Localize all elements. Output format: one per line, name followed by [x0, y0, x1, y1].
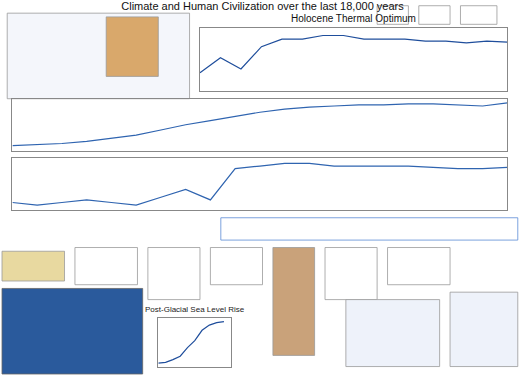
svg-text:Post-Glacial Sea Level Rise: Post-Glacial Sea Level Rise — [145, 305, 245, 314]
svg-text:Holocene Thermal Optimum: Holocene Thermal Optimum — [291, 13, 416, 24]
svg-text:Climate and Human Civilization: Climate and Human Civilization over the … — [121, 0, 404, 12]
